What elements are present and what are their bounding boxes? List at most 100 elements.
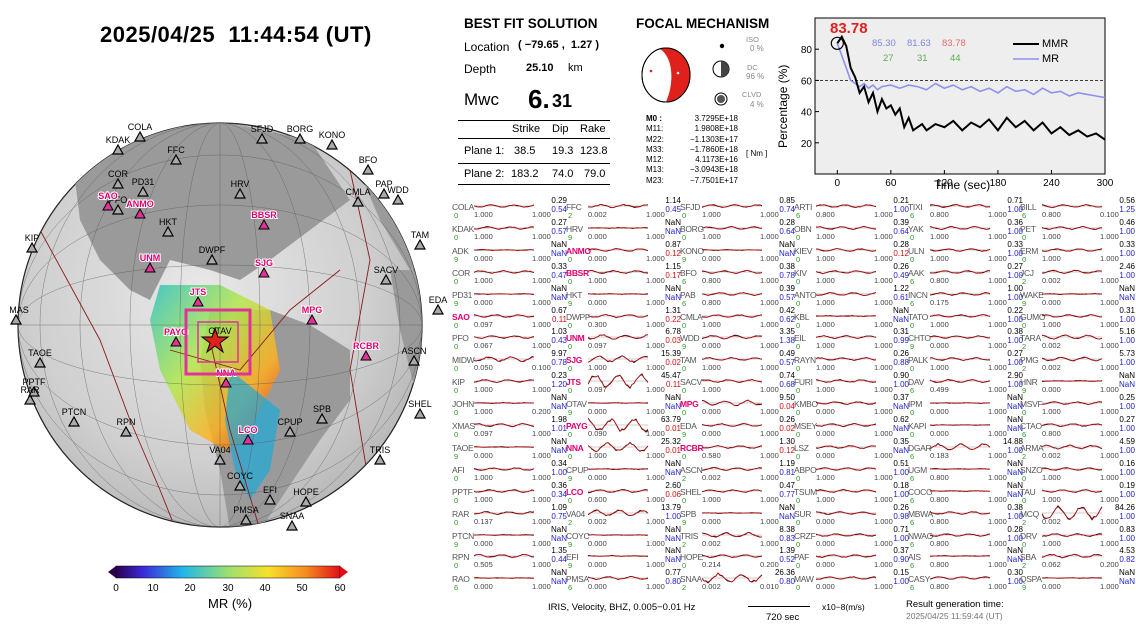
amplitude-value: 0.31	[893, 327, 909, 337]
band-index: 0	[796, 342, 801, 352]
waveform-trace	[930, 555, 991, 558]
weight-value: 1.000	[532, 319, 551, 329]
misfit-value: 1.00	[1119, 424, 1135, 433]
band-index: 2	[682, 583, 687, 593]
station-name: CPUP	[566, 464, 589, 475]
station-name: SUR	[794, 508, 812, 519]
band-index: 6	[1022, 430, 1027, 439]
waveform-panel: COLA 0 1.000 1.000 0.29 0.54	[452, 196, 567, 220]
weight-value: 1.000	[816, 363, 835, 373]
weight-value: 0.097	[588, 385, 607, 395]
weight-value: 1.000	[646, 538, 665, 548]
weight-value: 1.000	[474, 385, 493, 395]
synthetic-trace	[816, 444, 877, 449]
waveform-trace	[1042, 313, 1103, 318]
misfit-value: 1.00	[893, 489, 909, 499]
band-index: 0	[568, 276, 573, 286]
amplitude-value: NaN	[550, 524, 567, 534]
tensor-row: M12: 4.1173E+16	[646, 155, 738, 165]
peak-marker	[830, 36, 844, 50]
waveform-panel: EIL 0 1.000 1.000 0.31 0.99	[794, 327, 909, 352]
waveform-trace	[588, 247, 649, 252]
station-name: JCJ	[1020, 267, 1034, 278]
amplitude-value: 0.71	[1007, 196, 1023, 205]
synthetic-trace	[474, 467, 535, 471]
station-triangle-icon	[413, 407, 427, 419]
misfit-value: 1.00	[1119, 314, 1135, 324]
waveform-trace	[702, 511, 763, 514]
station-label: TAM	[411, 230, 429, 240]
band-index: 2	[1022, 276, 1027, 286]
waveform-panel: PAB 6 0.800 1.000 0.39 0.57	[680, 284, 795, 308]
weight-value: 0.002	[588, 516, 607, 526]
amplitude-value: 0.35	[893, 436, 909, 446]
weight-value: 1.000	[760, 210, 779, 219]
synthetic-trace	[702, 335, 763, 340]
band-index: 0	[454, 232, 459, 242]
misfit-value: 0.90	[893, 555, 909, 565]
waveform-trace	[1042, 554, 1103, 559]
station-name: ANMO	[566, 245, 591, 256]
station-triangle-icon	[325, 138, 339, 150]
waveform-panel: BORG 0 1.000 1.000 0.28 0.64	[680, 218, 795, 242]
weight-value: 0.062	[1042, 560, 1061, 570]
series-mmr	[836, 34, 1106, 141]
weight-value: 0.000	[816, 516, 835, 526]
weight-value: 1.000	[988, 582, 1007, 592]
waveform-trace	[474, 356, 535, 363]
misfit-value: 0.82	[1119, 555, 1135, 565]
weight-value: 1.000	[874, 275, 893, 285]
weight-value: 0.000	[1042, 385, 1061, 395]
station-name: PAF	[794, 552, 810, 563]
weight-value: 1.000	[930, 319, 949, 329]
weight-value: 0.000	[702, 516, 721, 526]
waveform-panel: MBWA 6 0.800 1.000 0.38 1.00	[908, 503, 1023, 527]
synthetic-trace	[588, 533, 649, 536]
waveform-panel: SNZO 0 1.000 1.000 0.16 1.00	[1020, 459, 1135, 483]
station-name: VA04	[566, 508, 585, 519]
waveform-panel: KBL 0 1.000 1.000 NaN NaN	[794, 306, 909, 330]
misfit-value: NaN	[1006, 467, 1023, 477]
waveform-trace	[588, 441, 649, 453]
station-name: PET	[1020, 223, 1036, 234]
amplitude-value: 5.16	[1119, 327, 1135, 337]
weight-value: 1.000	[930, 363, 949, 373]
dc-label: DC	[747, 63, 758, 72]
station-triangle-icon	[431, 303, 445, 315]
divider	[458, 120, 610, 121]
synthetic-trace	[930, 335, 991, 340]
station-name: HKT	[566, 289, 583, 300]
misfit-value: NaN	[1006, 402, 1023, 412]
waveform-panel: SUR 0 0.000 1.000 0.26 0.98	[794, 503, 909, 527]
band-index: 0	[454, 386, 459, 396]
waveform-trace	[474, 292, 535, 295]
misfit-value: 1.00	[1119, 467, 1135, 477]
synthetic-trace	[1042, 505, 1103, 519]
weight-value: 1.000	[816, 472, 835, 482]
weight-value: 0.002	[588, 210, 607, 219]
amplitude-value: 0.37	[893, 393, 909, 403]
waveform-panel: KIP 0 1.000 1.000 0.23 1.20	[452, 371, 567, 396]
weight-value: 1.000	[702, 385, 721, 395]
station-label: SNAA	[280, 511, 305, 521]
station-highlight-label: ANMO	[126, 199, 154, 209]
weight-value: 1.000	[1100, 429, 1119, 438]
station-name: CASY	[908, 574, 930, 585]
band-index: 0	[910, 254, 915, 264]
waveform-panel: NWAO 6 0.800 1.000 0.28 1.00	[908, 525, 1023, 549]
weight-value: 1.000	[874, 210, 893, 219]
tensor-row: M13: −3.0943E+18	[646, 165, 738, 175]
station-label: CPUP	[277, 417, 302, 427]
weight-value: 0.499	[930, 385, 949, 395]
band-index: 9	[454, 539, 459, 549]
synthetic-trace	[816, 466, 877, 471]
weight-value: 0.800	[930, 538, 949, 548]
station-highlight-triangle-icon	[134, 207, 146, 219]
misfit-value: 0.99	[893, 336, 909, 346]
misfit-value: 0.02	[779, 424, 795, 433]
band-index: 6	[910, 386, 915, 396]
amplitude-value: 0.28	[893, 239, 909, 249]
station-name: KMBO	[794, 399, 818, 410]
event-datetime: 2025/04/25 11:44:54 (UT)	[100, 22, 372, 47]
weight-value: 0.800	[930, 494, 949, 504]
